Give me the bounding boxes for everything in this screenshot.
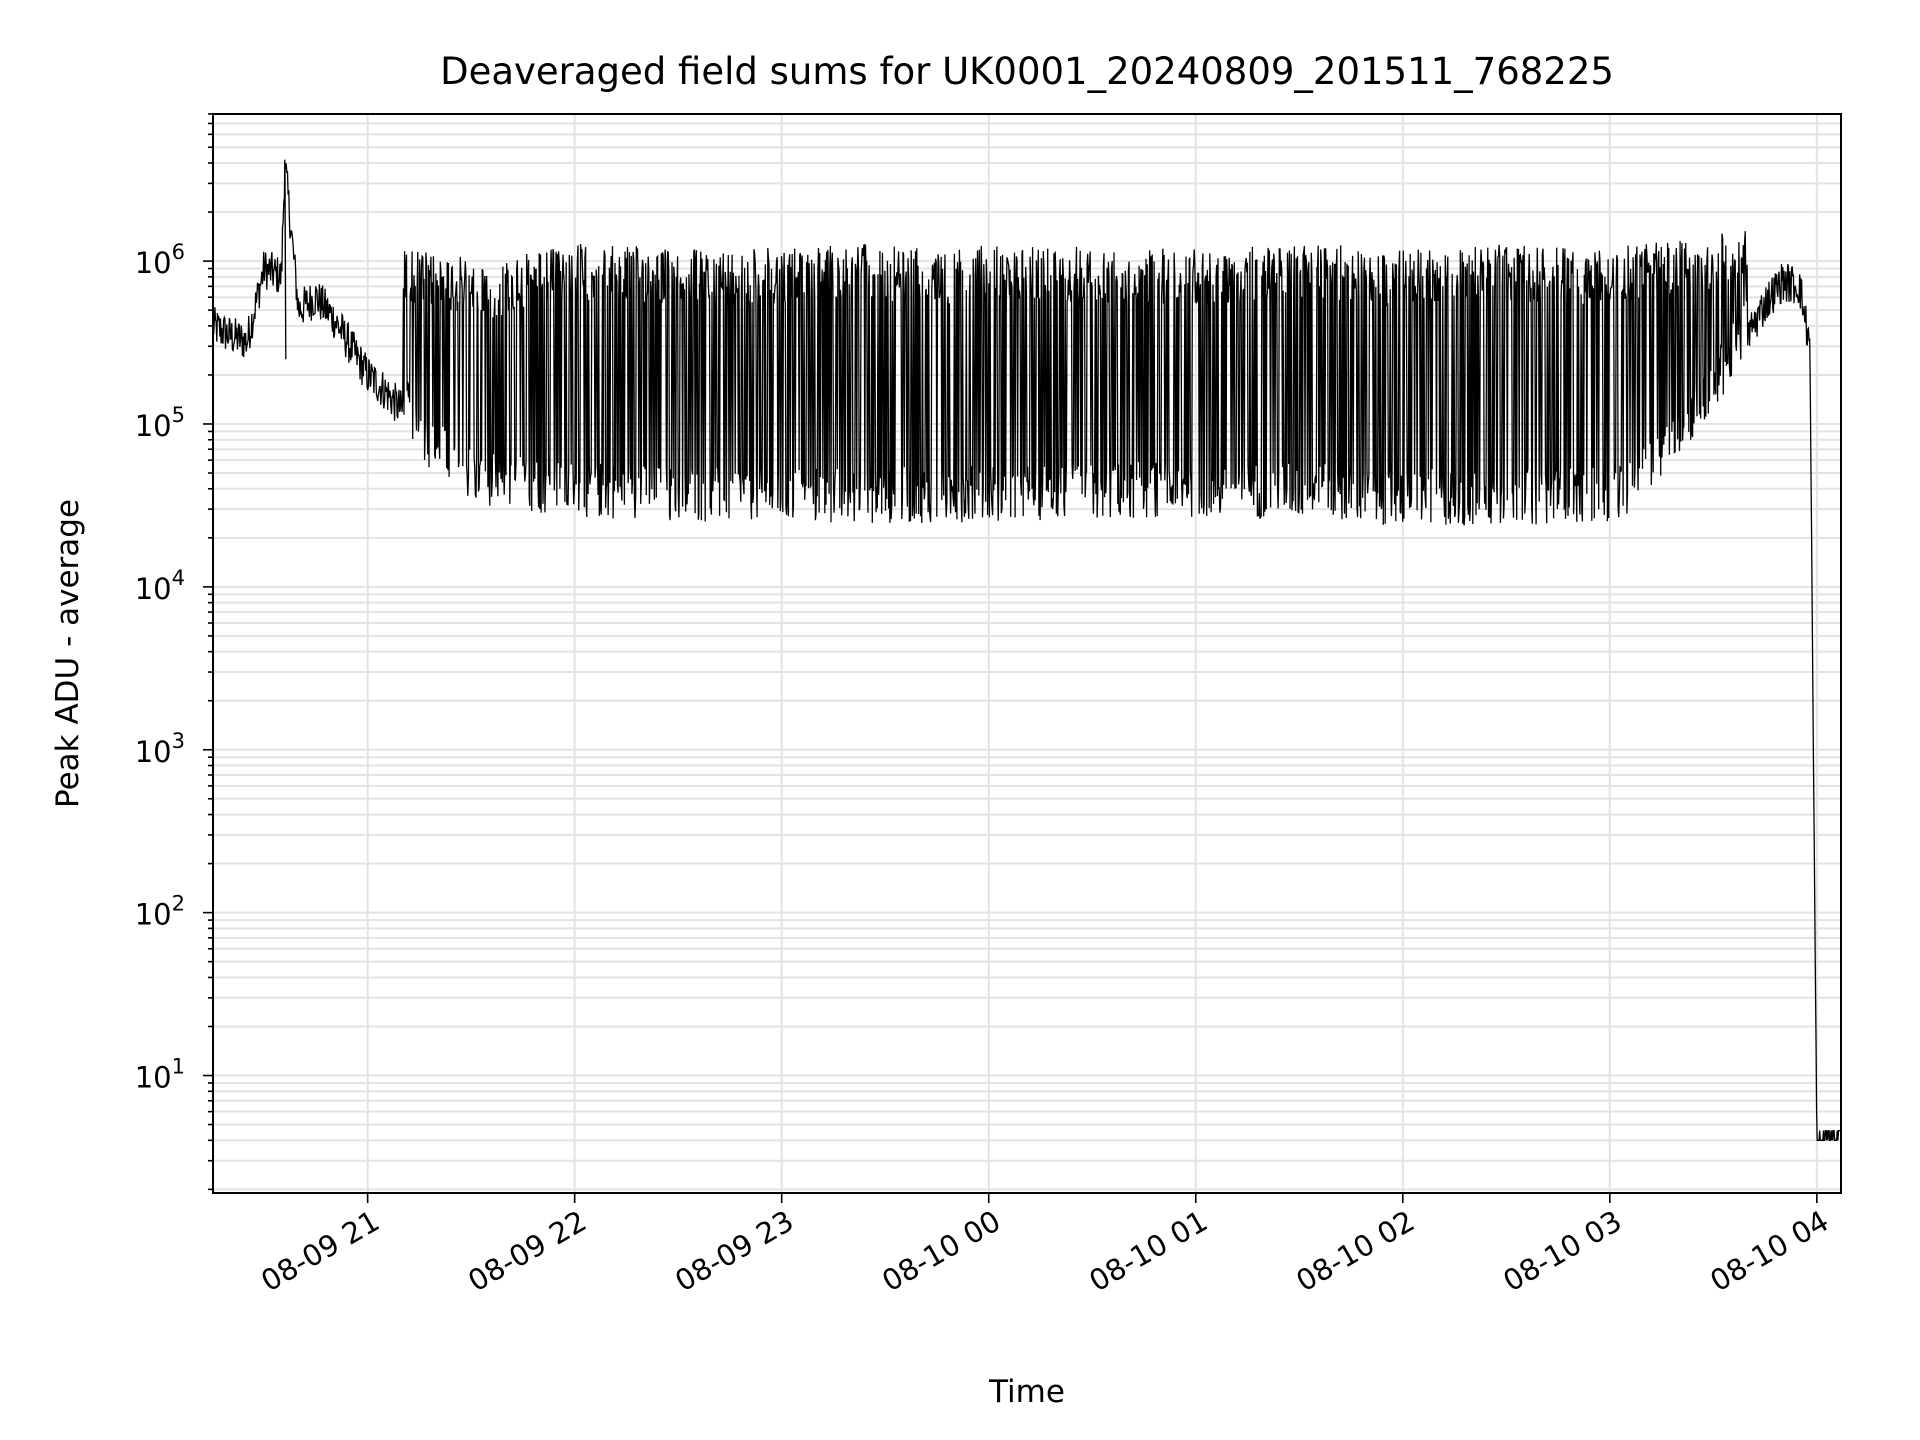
y-axis-title: Peak ADU - average [50,499,86,808]
x-axis-title: Time [988,1374,1065,1410]
y-tick-label: 102 [135,892,185,932]
series-path [213,159,1841,1141]
y-tick-label: 106 [135,240,185,280]
y-tick-label: 103 [135,729,185,769]
y-tick-label: 101 [135,1055,185,1095]
chart-title: Deaveraged field sums for UK0001_2024080… [440,50,1614,93]
y-tick-label: 105 [135,403,185,443]
y-tick-label: 104 [135,566,185,606]
axes-frame [212,113,1842,1194]
series-line [213,159,1841,1141]
